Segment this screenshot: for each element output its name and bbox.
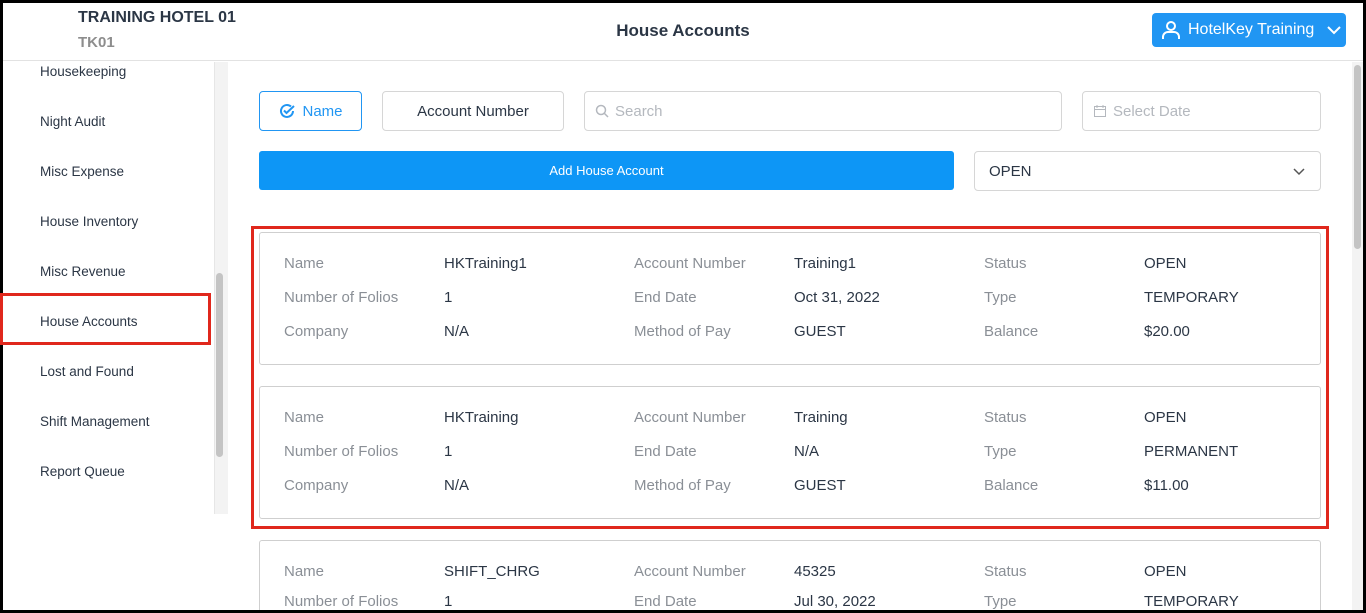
date-picker[interactable]: Select Date (1082, 91, 1321, 131)
account-number-filter-toggle[interactable]: Account Number (382, 91, 564, 131)
sidebar-item-misc-revenue[interactable]: Misc Revenue (40, 264, 126, 279)
sidebar-item-night-audit[interactable]: Night Audit (40, 114, 106, 129)
field-value-balance: $20.00 (1144, 323, 1190, 340)
field-label-end-date: End Date (634, 289, 697, 306)
field-label-balance: Balance (984, 477, 1039, 494)
field-value-folios: 1 (444, 593, 453, 610)
search-input[interactable]: Search (584, 91, 1062, 131)
field-value-end-date: N/A (794, 443, 820, 460)
field-label-folios: Number of Folios (284, 289, 399, 306)
user-icon (1162, 21, 1180, 39)
date-placeholder: Select Date (1113, 102, 1191, 120)
sidebar-item-lost-and-found[interactable]: Lost and Found (40, 364, 134, 379)
field-value-type: TEMPORARY (1144, 593, 1239, 610)
sidebar-item-house-accounts[interactable]: House Accounts (40, 314, 138, 329)
sidebar: Housekeeping Night Audit Misc Expense Ho… (3, 62, 213, 514)
status-select-value: OPEN (989, 162, 1032, 180)
app-window: TRAINING HOTEL 01 TK01 House Accounts Ho… (0, 3, 1363, 610)
field-value-method: GUEST (794, 323, 846, 340)
field-label-company: Company (284, 323, 349, 340)
field-value-end-date: Oct 31, 2022 (794, 289, 880, 306)
user-name: HotelKey Training (1188, 21, 1315, 38)
highlight-box-cards (251, 226, 1329, 529)
check-circle-icon (280, 103, 296, 118)
search-icon (595, 104, 609, 118)
field-value-type: TEMPORARY (1144, 289, 1239, 306)
hotel-name: TRAINING HOTEL 01 (78, 9, 236, 26)
page-title: House Accounts (616, 21, 750, 40)
field-label-method: Method of Pay (634, 323, 731, 340)
field-label-type: Type (984, 443, 1017, 460)
field-value-company: N/A (444, 477, 470, 494)
sidebar-scrollbar-thumb[interactable] (216, 273, 223, 457)
account-card[interactable]: Name SHIFT_CHRG Number of Folios 1 Account N… (259, 540, 1321, 610)
sidebar-item-shift-management[interactable]: Shift Management (40, 414, 150, 429)
chevron-down-icon (1293, 168, 1305, 176)
field-label-balance: Balance (984, 323, 1039, 340)
field-label-folios: Number of Folios (284, 593, 399, 610)
field-value-status: OPEN (1144, 255, 1187, 272)
field-label-status: Status (984, 563, 1027, 580)
field-value-name: HKTraining (444, 409, 519, 426)
account-card[interactable]: Name HKTraining1 Number of Folios 1 Company N… (259, 232, 1321, 365)
name-filter-toggle[interactable]: Name (259, 91, 362, 131)
field-value-name: HKTraining1 (444, 255, 527, 272)
main-scrollbar-thumb[interactable] (1354, 65, 1361, 249)
sidebar-item-house-inventory[interactable]: House Inventory (40, 214, 139, 229)
field-value-method: GUEST (794, 477, 846, 494)
calendar-icon (1094, 105, 1106, 117)
sidebar-item-misc-expense[interactable]: Misc Expense (40, 164, 125, 179)
field-label-account-number: Account Number (634, 255, 746, 272)
field-value-name: SHIFT_CHRG (444, 563, 540, 580)
field-label-company: Company (284, 477, 349, 494)
field-label-name: Name (284, 409, 325, 426)
field-value-end-date: Jul 30, 2022 (794, 593, 876, 610)
header: TRAINING HOTEL 01 TK01 House Accounts Ho… (3, 3, 1363, 61)
highlight-box-sidebar (0, 293, 211, 345)
chevron-down-icon (1327, 26, 1342, 35)
field-label-end-date: End Date (634, 443, 697, 460)
field-label-type: Type (984, 289, 1017, 306)
field-value-type: PERMANENT (1144, 443, 1239, 460)
field-value-account-number: 45325 (794, 563, 836, 580)
field-value-balance: $11.00 (1144, 477, 1189, 494)
field-label-name: Name (284, 563, 325, 580)
sidebar-item-report-queue[interactable]: Report Queue (40, 464, 125, 479)
add-house-account-button[interactable]: Add House Account (259, 151, 954, 190)
account-card[interactable]: Name HKTraining Number of Folios 1 Company N/… (259, 386, 1321, 519)
field-value-account-number: Training1 (794, 255, 856, 272)
field-label-method: Method of Pay (634, 477, 731, 494)
hotel-code: TK01 (78, 34, 115, 51)
field-label-name: Name (284, 255, 325, 272)
field-label-type: Type (984, 593, 1017, 610)
field-label-account-number: Account Number (634, 409, 746, 426)
field-value-status: OPEN (1144, 409, 1187, 426)
field-value-folios: 1 (444, 443, 453, 460)
field-label-folios: Number of Folios (284, 443, 399, 460)
field-label-end-date: End Date (634, 593, 697, 610)
sidebar-item-housekeeping[interactable]: Housekeeping (40, 64, 127, 79)
user-menu-button[interactable]: HotelKey Training (1152, 13, 1346, 47)
name-filter-label: Name (302, 102, 343, 120)
field-label-status: Status (984, 255, 1027, 272)
status-select[interactable]: OPEN (974, 151, 1321, 191)
search-placeholder: Search (615, 102, 663, 120)
field-value-company: N/A (444, 323, 470, 340)
field-label-account-number: Account Number (634, 563, 746, 580)
field-label-status: Status (984, 409, 1027, 426)
field-value-account-number: Training (794, 409, 848, 426)
field-value-folios: 1 (444, 289, 453, 306)
field-value-status: OPEN (1144, 563, 1187, 580)
main-scrollbar[interactable] (1352, 62, 1363, 610)
